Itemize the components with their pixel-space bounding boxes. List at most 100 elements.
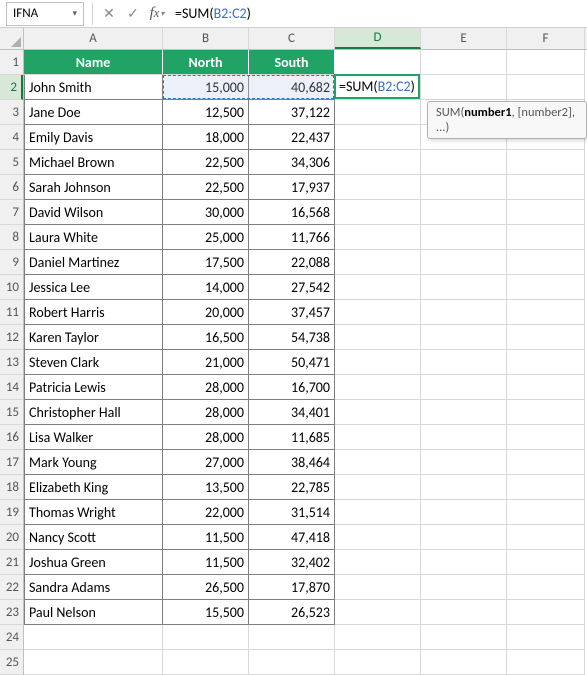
- empty-cell[interactable]: [507, 225, 585, 250]
- name-cell[interactable]: Thomas Wright: [24, 500, 163, 525]
- empty-cell[interactable]: [335, 225, 421, 250]
- name-cell[interactable]: Sarah Johnson: [24, 175, 163, 200]
- south-cell[interactable]: 32,402: [249, 550, 335, 575]
- empty-cell[interactable]: [421, 425, 507, 450]
- empty-cell[interactable]: [507, 250, 585, 275]
- name-cell[interactable]: David Wilson: [24, 200, 163, 225]
- name-cell[interactable]: Joshua Green: [24, 550, 163, 575]
- empty-cell[interactable]: [421, 650, 507, 675]
- row-header-17[interactable]: 17: [0, 450, 23, 475]
- empty-cell[interactable]: [335, 250, 421, 275]
- north-cell[interactable]: 12,500: [163, 100, 249, 125]
- empty-cell[interactable]: [421, 300, 507, 325]
- table-header[interactable]: South: [249, 50, 335, 75]
- south-cell[interactable]: 17,870: [249, 575, 335, 600]
- empty-cell[interactable]: [421, 525, 507, 550]
- empty-cell[interactable]: [335, 175, 421, 200]
- name-cell[interactable]: Robert Harris: [24, 300, 163, 325]
- south-cell[interactable]: 34,401: [249, 400, 335, 425]
- empty-cell[interactable]: [249, 650, 335, 675]
- empty-cell[interactable]: [335, 500, 421, 525]
- empty-cell[interactable]: [24, 625, 163, 650]
- empty-cell[interactable]: [421, 50, 507, 75]
- table-header[interactable]: Name: [24, 50, 163, 75]
- cancel-formula-button[interactable]: ✕: [98, 3, 120, 25]
- empty-cell[interactable]: [421, 175, 507, 200]
- north-cell[interactable]: 30,000: [163, 200, 249, 225]
- empty-cell[interactable]: [335, 100, 421, 125]
- south-cell[interactable]: 47,418: [249, 525, 335, 550]
- empty-cell[interactable]: [507, 325, 585, 350]
- empty-cell[interactable]: [421, 575, 507, 600]
- row-header-3[interactable]: 3: [0, 100, 23, 125]
- south-cell[interactable]: 34,306: [249, 150, 335, 175]
- south-cell[interactable]: 11,685: [249, 425, 335, 450]
- north-cell[interactable]: 15,000: [163, 75, 249, 100]
- south-cell[interactable]: 54,738: [249, 325, 335, 350]
- empty-cell[interactable]: [335, 575, 421, 600]
- empty-cell[interactable]: [507, 375, 585, 400]
- row-header-15[interactable]: 15: [0, 400, 23, 425]
- row-header-11[interactable]: 11: [0, 300, 23, 325]
- active-cell-editor[interactable]: =SUM(B2:C2): [334, 74, 420, 99]
- name-cell[interactable]: Jessica Lee: [24, 275, 163, 300]
- row-header-1[interactable]: 1: [0, 50, 23, 75]
- row-header-23[interactable]: 23: [0, 600, 23, 625]
- north-cell[interactable]: 27,000: [163, 450, 249, 475]
- north-cell[interactable]: 28,000: [163, 375, 249, 400]
- empty-cell[interactable]: [507, 650, 585, 675]
- south-cell[interactable]: 37,457: [249, 300, 335, 325]
- empty-cell[interactable]: [507, 575, 585, 600]
- south-cell[interactable]: 31,514: [249, 500, 335, 525]
- empty-cell[interactable]: [335, 150, 421, 175]
- empty-cell[interactable]: [335, 275, 421, 300]
- name-cell[interactable]: Laura White: [24, 225, 163, 250]
- row-header-19[interactable]: 19: [0, 500, 23, 525]
- empty-cell[interactable]: [335, 425, 421, 450]
- row-header-18[interactable]: 18: [0, 475, 23, 500]
- empty-cell[interactable]: [163, 650, 249, 675]
- row-header-8[interactable]: 8: [0, 225, 23, 250]
- north-cell[interactable]: 14,000: [163, 275, 249, 300]
- empty-cell[interactable]: [421, 325, 507, 350]
- empty-cell[interactable]: [507, 175, 585, 200]
- empty-cell[interactable]: [507, 50, 585, 75]
- empty-cell[interactable]: [421, 75, 507, 100]
- row-header-7[interactable]: 7: [0, 200, 23, 225]
- column-header-E[interactable]: E: [421, 28, 507, 49]
- name-cell[interactable]: Steven Clark: [24, 350, 163, 375]
- north-cell[interactable]: 18,000: [163, 125, 249, 150]
- empty-cell[interactable]: [421, 625, 507, 650]
- empty-cell[interactable]: [335, 650, 421, 675]
- name-cell[interactable]: Christopher Hall: [24, 400, 163, 425]
- name-cell[interactable]: Lisa Walker: [24, 425, 163, 450]
- row-header-14[interactable]: 14: [0, 375, 23, 400]
- north-cell[interactable]: 28,000: [163, 400, 249, 425]
- empty-cell[interactable]: [421, 200, 507, 225]
- chevron-down-icon[interactable]: ▾: [72, 8, 77, 19]
- north-cell[interactable]: 26,500: [163, 575, 249, 600]
- empty-cell[interactable]: [421, 500, 507, 525]
- row-header-16[interactable]: 16: [0, 425, 23, 450]
- north-cell[interactable]: 11,500: [163, 525, 249, 550]
- empty-cell[interactable]: [421, 275, 507, 300]
- empty-cell[interactable]: [507, 200, 585, 225]
- empty-cell[interactable]: [335, 350, 421, 375]
- empty-cell[interactable]: [507, 300, 585, 325]
- empty-cell[interactable]: [335, 475, 421, 500]
- empty-cell[interactable]: [421, 250, 507, 275]
- empty-cell[interactable]: [335, 50, 421, 75]
- empty-cell[interactable]: [507, 625, 585, 650]
- row-header-13[interactable]: 13: [0, 350, 23, 375]
- table-header[interactable]: North: [163, 50, 249, 75]
- fx-button[interactable]: fx▾: [146, 3, 168, 25]
- column-header-C[interactable]: C: [249, 28, 335, 49]
- name-cell[interactable]: Paul Nelson: [24, 600, 163, 625]
- row-header-10[interactable]: 10: [0, 275, 23, 300]
- north-cell[interactable]: 17,500: [163, 250, 249, 275]
- empty-cell[interactable]: [421, 450, 507, 475]
- south-cell[interactable]: 37,122: [249, 100, 335, 125]
- south-cell[interactable]: 22,785: [249, 475, 335, 500]
- north-cell[interactable]: 11,500: [163, 550, 249, 575]
- north-cell[interactable]: 25,000: [163, 225, 249, 250]
